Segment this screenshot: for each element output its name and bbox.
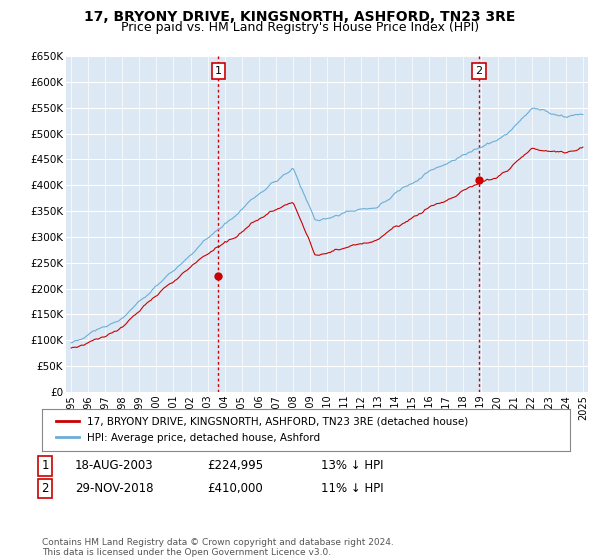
Text: 2: 2 <box>41 482 49 495</box>
Text: Price paid vs. HM Land Registry's House Price Index (HPI): Price paid vs. HM Land Registry's House … <box>121 21 479 34</box>
Text: 11% ↓ HPI: 11% ↓ HPI <box>321 482 383 495</box>
Text: £410,000: £410,000 <box>207 482 263 495</box>
Text: Contains HM Land Registry data © Crown copyright and database right 2024.
This d: Contains HM Land Registry data © Crown c… <box>42 538 394 557</box>
Text: 13% ↓ HPI: 13% ↓ HPI <box>321 459 383 473</box>
Text: 2: 2 <box>475 66 482 76</box>
Text: 1: 1 <box>41 459 49 473</box>
Text: 18-AUG-2003: 18-AUG-2003 <box>75 459 154 473</box>
Legend: 17, BRYONY DRIVE, KINGSNORTH, ASHFORD, TN23 3RE (detached house), HPI: Average p: 17, BRYONY DRIVE, KINGSNORTH, ASHFORD, T… <box>52 414 471 446</box>
Text: 29-NOV-2018: 29-NOV-2018 <box>75 482 154 495</box>
Text: 17, BRYONY DRIVE, KINGSNORTH, ASHFORD, TN23 3RE: 17, BRYONY DRIVE, KINGSNORTH, ASHFORD, T… <box>85 10 515 24</box>
Text: 1: 1 <box>215 66 222 76</box>
Text: £224,995: £224,995 <box>207 459 263 473</box>
